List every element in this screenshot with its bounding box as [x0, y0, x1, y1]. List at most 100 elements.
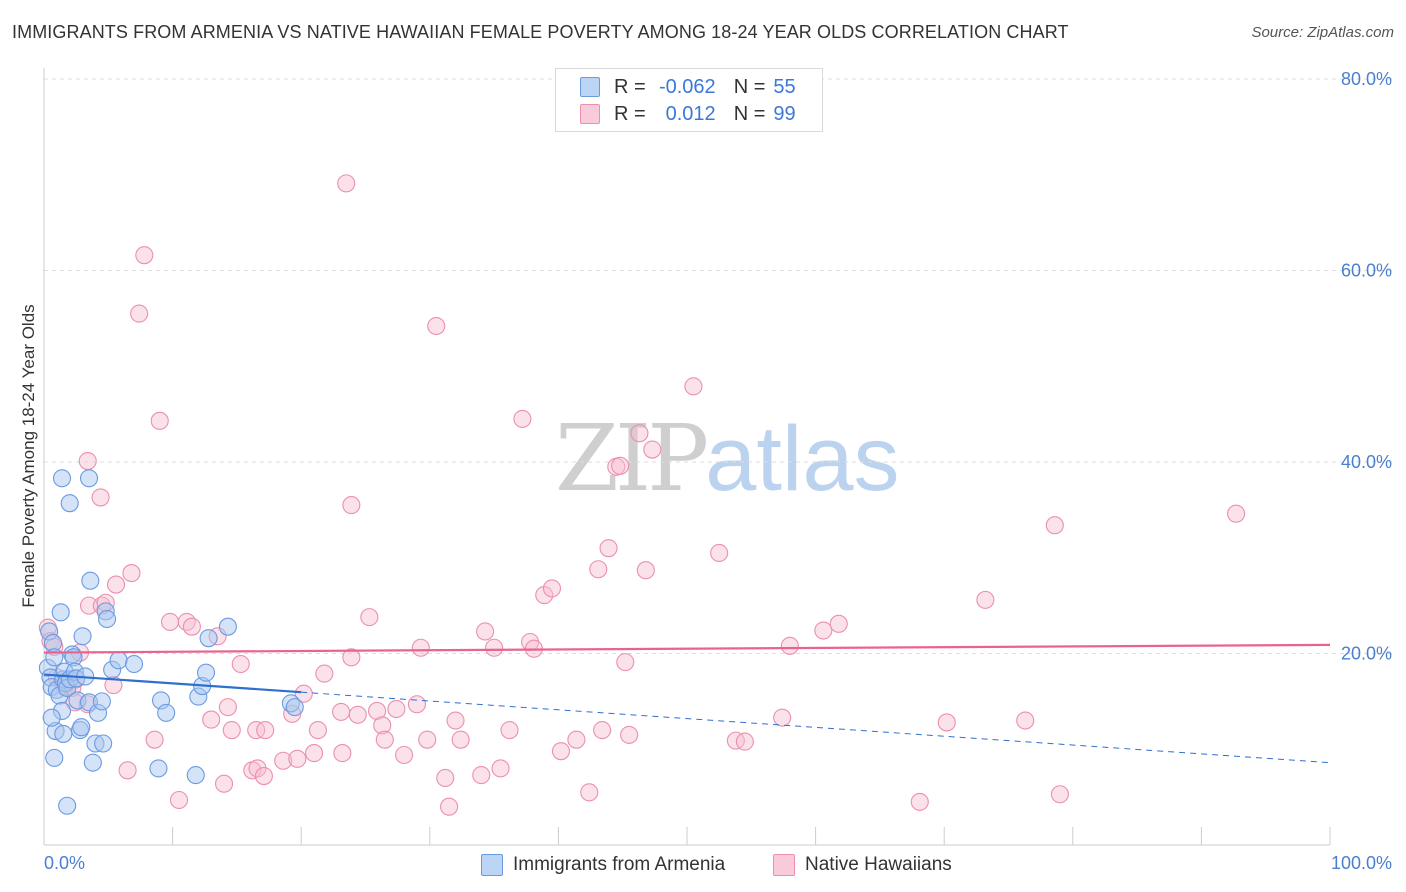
data-point-native-hawaiians — [436, 768, 455, 788]
data-point-native-hawaiians — [395, 745, 414, 765]
data-point-native-hawaiians — [589, 560, 608, 579]
data-point-native-hawaiians — [342, 648, 361, 667]
watermark-zip: ZIP — [555, 405, 709, 512]
data-point-native-hawaiians — [814, 621, 833, 640]
x-tick-label: 0.0% — [44, 853, 85, 873]
legend-row-armenia: R = -0.062 N = 55 — [580, 74, 796, 100]
data-point-immigrants-from-armenia — [52, 469, 72, 488]
label-layer: 20.0% 40.0% 60.0% 80.0% 0.0% 100.0% Female Pov… — [19, 69, 1392, 873]
data-point-native-hawaiians — [976, 590, 995, 609]
data-point-native-hawaiians — [368, 701, 387, 721]
y-tick-label: 20.0% — [1341, 644, 1392, 664]
data-point-native-hawaiians — [1227, 504, 1246, 523]
data-point-native-hawaiians — [726, 731, 745, 750]
data-point-native-hawaiians — [222, 721, 241, 740]
source-label: Source: ZipAtlas.com — [1251, 24, 1394, 41]
legend-r-label: R = — [614, 75, 646, 98]
data-point-immigrants-from-armenia — [83, 753, 102, 772]
legend-r-label: R = — [614, 102, 646, 125]
data-point-native-hawaiians — [643, 440, 662, 459]
data-point-native-hawaiians — [513, 409, 532, 428]
bottom-swatch-armenia — [481, 854, 503, 876]
data-point-native-hawaiians — [500, 721, 519, 740]
data-point-native-hawaiians — [332, 702, 351, 721]
data-point-native-hawaiians — [472, 766, 491, 785]
data-point-native-hawaiians — [256, 721, 275, 740]
data-point-immigrants-from-armenia — [81, 571, 100, 590]
data-point-native-hawaiians — [446, 711, 465, 730]
legend-n-label: N = — [733, 102, 766, 125]
data-point-native-hawaiians — [254, 767, 273, 786]
data-point-immigrants-from-armenia — [42, 708, 61, 727]
data-point-native-hawaiians — [308, 721, 327, 740]
data-point-native-hawaiians — [315, 664, 334, 683]
data-point-native-hawaiians — [387, 699, 406, 719]
data-point-immigrants-from-armenia — [218, 617, 237, 636]
data-point-native-hawaiians — [150, 411, 169, 430]
bottom-legend-hawaiian: Native Hawaiians — [773, 852, 952, 878]
data-point-native-hawaiians — [375, 730, 394, 749]
data-point-immigrants-from-armenia — [72, 718, 91, 737]
data-point-immigrants-from-armenia — [285, 698, 304, 717]
data-point-native-hawaiians — [485, 638, 504, 657]
data-point-native-hawaiians — [169, 790, 189, 810]
data-point-native-hawaiians — [580, 783, 599, 802]
data-point-native-hawaiians — [542, 579, 562, 598]
data-point-immigrants-from-armenia — [109, 651, 128, 670]
legend-n-value: 99 — [773, 102, 796, 125]
x-tick-label: 100.0% — [1331, 853, 1392, 873]
data-point-native-hawaiians — [294, 684, 313, 703]
data-point-native-hawaiians — [491, 759, 510, 778]
legend-swatch-hawaiian — [580, 104, 600, 124]
legend-r-value: -0.062 — [658, 75, 716, 98]
trend-line-native-hawaiians — [43, 643, 1331, 654]
data-point-immigrants-from-armenia — [196, 663, 216, 682]
data-point-native-hawaiians — [535, 586, 554, 605]
data-point-native-hawaiians — [451, 730, 470, 749]
bottom-legend-armenia-label: Immigrants from Armenia — [513, 854, 726, 875]
trend-layer — [43, 643, 1331, 764]
data-point-native-hawaiians — [829, 614, 848, 633]
legend-row-hawaiian: R = 0.012 N = 99 — [580, 101, 796, 127]
y-tick-label: 80.0% — [1341, 69, 1392, 89]
data-point-native-hawaiians — [1016, 711, 1035, 730]
data-point-immigrants-from-armenia — [186, 766, 205, 785]
legend-n-label: N = — [733, 75, 766, 98]
bottom-legend-armenia: Immigrants from Armenia — [481, 852, 725, 878]
legend-n-value: 55 — [773, 75, 796, 98]
data-point-native-hawaiians — [636, 561, 655, 580]
watermark-atlas: atlas — [705, 408, 900, 510]
trend-line-armenia — [43, 673, 302, 694]
data-point-native-hawaiians — [78, 451, 97, 471]
data-point-native-hawaiians — [145, 730, 164, 749]
data-point-immigrants-from-armenia — [73, 627, 92, 646]
data-point-native-hawaiians — [630, 424, 649, 443]
points-layer — [38, 174, 1246, 816]
y-axis-title: Female Poverty Among 18-24 Year Olds — [19, 304, 38, 607]
data-point-immigrants-from-armenia — [60, 494, 79, 513]
data-point-native-hawaiians — [440, 797, 459, 816]
data-point-native-hawaiians — [274, 751, 293, 770]
data-point-native-hawaiians — [342, 496, 361, 515]
data-point-native-hawaiians — [231, 654, 250, 674]
data-point-native-hawaiians — [333, 744, 352, 763]
correlation-legend: R = -0.062 N = 55 R = 0.012 N = 99 — [555, 68, 823, 132]
data-point-immigrants-from-armenia — [94, 734, 113, 753]
data-point-native-hawaiians — [135, 246, 154, 265]
data-point-immigrants-from-armenia — [97, 609, 117, 629]
data-point-native-hawaiians — [427, 316, 446, 336]
data-point-immigrants-from-armenia — [58, 796, 77, 815]
chart-title: IMMIGRANTS FROM ARMENIA VS NATIVE HAWAII… — [12, 22, 1069, 42]
data-point-native-hawaiians — [616, 653, 635, 672]
data-point-native-hawaiians — [593, 721, 612, 740]
data-point-native-hawaiians — [567, 730, 586, 749]
data-point-native-hawaiians — [118, 761, 137, 780]
data-point-native-hawaiians — [735, 732, 754, 751]
data-point-native-hawaiians — [305, 744, 324, 763]
data-point-native-hawaiians — [476, 622, 495, 641]
data-point-native-hawaiians — [710, 543, 729, 563]
data-point-native-hawaiians — [122, 564, 141, 583]
data-point-native-hawaiians — [360, 608, 379, 627]
data-point-native-hawaiians — [910, 792, 929, 811]
